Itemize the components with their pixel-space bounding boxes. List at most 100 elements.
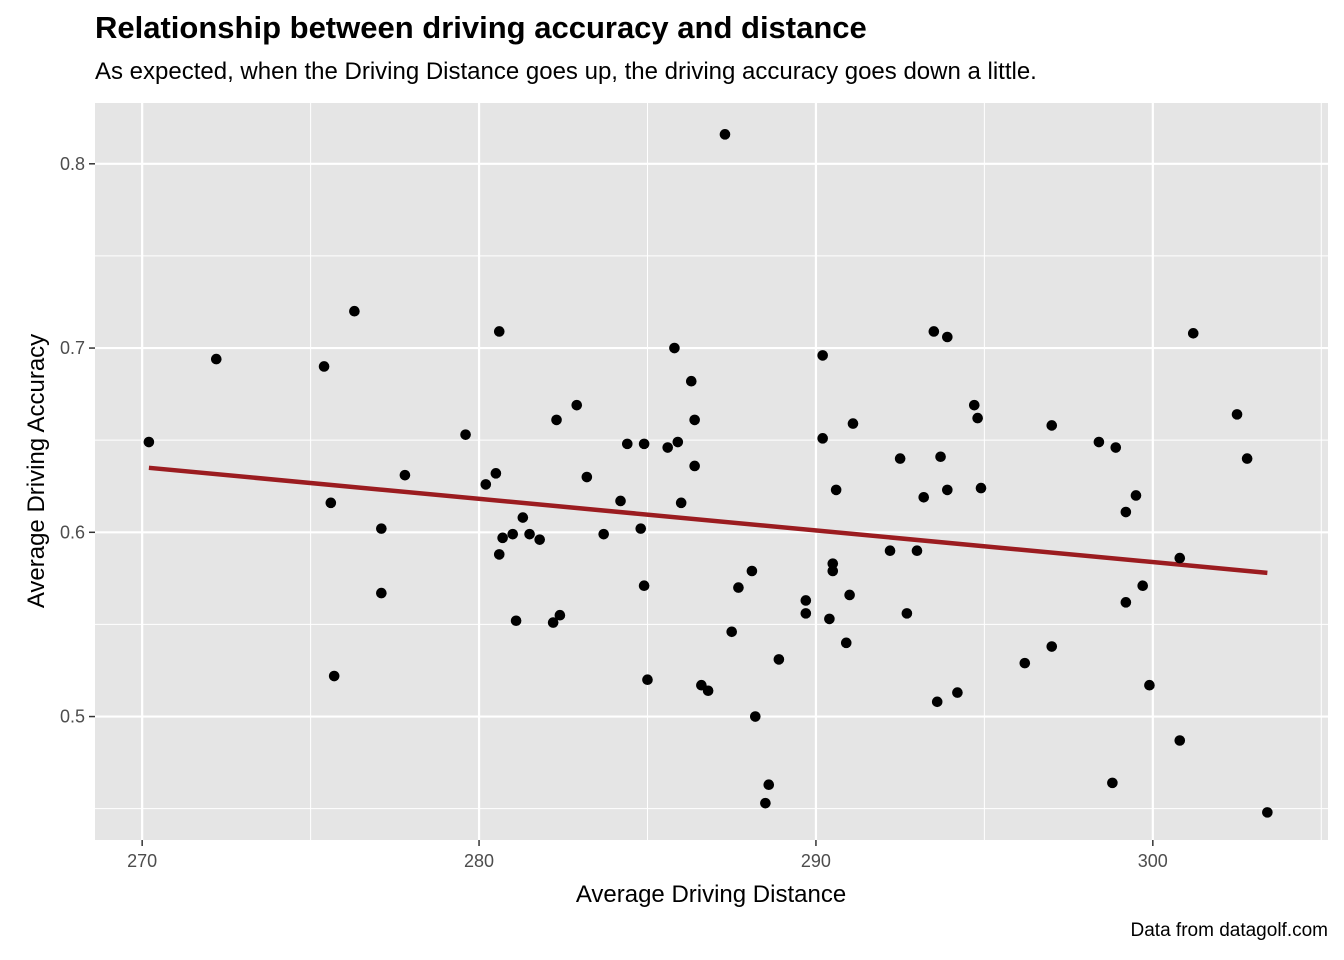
data-point — [328, 670, 340, 682]
data-point — [733, 582, 744, 593]
data-point — [493, 326, 505, 337]
data-point — [844, 589, 855, 601]
data-point — [497, 532, 508, 544]
data-point — [534, 534, 545, 545]
x-axis-title: Average Driving Distance — [576, 881, 846, 908]
data-point — [746, 565, 758, 577]
data-point — [1187, 328, 1199, 339]
data-point — [911, 545, 923, 557]
x-tick-label: 270 — [127, 851, 157, 871]
data-point — [726, 626, 738, 638]
data-point — [1120, 506, 1132, 518]
data-point — [952, 687, 963, 698]
data-point — [1107, 777, 1118, 789]
data-point — [931, 696, 943, 708]
data-point — [662, 442, 674, 453]
data-point — [376, 523, 387, 534]
data-point — [942, 331, 953, 343]
data-point — [689, 460, 700, 472]
plot-panel — [95, 103, 1328, 840]
data-point — [702, 685, 714, 697]
data-point — [928, 326, 940, 337]
data-point — [349, 305, 360, 317]
data-point — [598, 528, 609, 540]
data-point — [638, 580, 650, 592]
data-point — [817, 433, 828, 444]
data-point — [524, 528, 535, 540]
data-point — [1262, 807, 1273, 818]
data-point — [1174, 735, 1186, 746]
x-tick-label: 290 — [801, 851, 831, 871]
data-point — [1046, 420, 1058, 431]
data-point — [1110, 442, 1122, 453]
data-point — [935, 451, 946, 463]
y-tick-label: 0.5 — [60, 707, 85, 727]
data-point — [510, 615, 522, 627]
data-point — [1130, 490, 1142, 501]
trend-line-group — [148, 465, 1268, 576]
data-point — [460, 429, 471, 440]
data-point — [376, 587, 387, 599]
data-point — [1019, 657, 1031, 669]
data-point — [773, 654, 785, 665]
data-point — [1241, 453, 1253, 464]
data-point — [817, 350, 828, 361]
data-point — [894, 453, 906, 464]
data-point — [1144, 679, 1155, 691]
data-point — [490, 468, 502, 479]
data-point — [763, 779, 775, 791]
y-axis: 0.5 0.6 0.7 0.8 — [60, 154, 95, 727]
data-point — [749, 711, 761, 722]
data-point — [975, 482, 987, 494]
data-point — [554, 609, 566, 621]
data-point — [672, 436, 684, 448]
data-point — [493, 549, 505, 560]
data-point — [760, 797, 771, 809]
trend-line — [148, 465, 1268, 576]
data-point — [642, 674, 653, 686]
major-grid — [95, 103, 1328, 840]
data-point — [507, 528, 519, 540]
data-point — [901, 608, 913, 619]
data-point — [399, 469, 411, 481]
data-point — [918, 491, 930, 503]
chart-subtitle: As expected, when the Driving Distance g… — [95, 58, 1037, 85]
data-point — [325, 497, 337, 509]
data-point — [1231, 409, 1243, 420]
data-point — [581, 471, 593, 483]
data-point — [830, 484, 842, 496]
data-point — [1120, 597, 1132, 608]
data-point — [1137, 580, 1149, 592]
data-point — [800, 595, 812, 606]
x-tick-label: 300 — [1138, 851, 1168, 871]
points-group — [143, 129, 1273, 818]
data-point — [800, 608, 812, 619]
x-tick-label: 280 — [464, 851, 494, 871]
data-point — [824, 613, 835, 625]
data-point — [615, 495, 626, 507]
data-point — [847, 418, 859, 429]
data-point — [884, 545, 896, 557]
data-point — [675, 497, 687, 509]
data-point — [551, 414, 562, 426]
data-point — [685, 375, 697, 387]
data-point — [210, 353, 222, 365]
x-axis: 270 280 290 300 — [127, 840, 1168, 871]
data-point — [840, 637, 852, 649]
y-axis-title: Average Driving Accuracy — [23, 334, 50, 608]
data-point — [942, 484, 953, 496]
data-point — [571, 399, 583, 411]
data-point — [318, 361, 330, 372]
data-point — [1046, 641, 1058, 652]
data-point — [635, 523, 647, 534]
chart-title: Relationship between driving accuracy an… — [95, 10, 867, 45]
data-point — [827, 565, 839, 577]
data-point — [621, 438, 633, 450]
y-tick-label: 0.7 — [60, 338, 85, 358]
data-point — [972, 412, 983, 424]
y-tick-label: 0.8 — [60, 154, 85, 174]
data-point — [638, 438, 650, 450]
data-point — [1093, 436, 1105, 448]
data-point — [143, 436, 155, 448]
